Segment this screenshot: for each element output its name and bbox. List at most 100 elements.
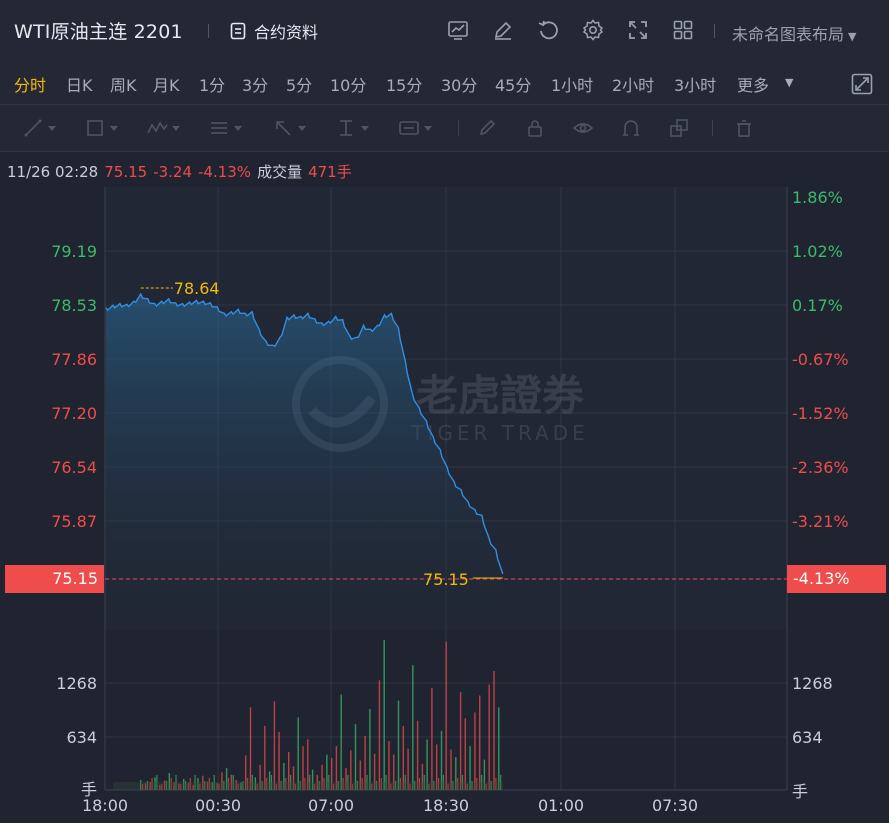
y-right-tick: -3.21% (792, 512, 849, 531)
volume-bar (345, 768, 347, 790)
brush-icon[interactable] (476, 116, 498, 140)
expand-icon[interactable] (850, 72, 874, 96)
volume-bar (307, 739, 309, 790)
fib-tool-icon[interactable] (208, 116, 242, 140)
period-tab-11[interactable]: 1小时 (551, 76, 594, 95)
volume-bar (326, 754, 328, 790)
y-right-tick: 0.17% (792, 296, 843, 315)
volume-bar (466, 784, 468, 790)
divider (458, 120, 459, 136)
volume-bar (175, 775, 177, 790)
volume-bar (340, 694, 342, 790)
period-tab-2[interactable]: 周K (110, 76, 137, 95)
volume-bar (498, 707, 500, 790)
period-tab-6[interactable]: 5分 (286, 76, 313, 95)
volume-bar (161, 784, 163, 790)
contract-info-button[interactable]: 合约资料 (228, 20, 318, 42)
divider (712, 120, 713, 136)
grid-layout-icon[interactable] (671, 18, 695, 42)
volume-y-tick: 634 (66, 728, 97, 747)
volume-bar (230, 774, 233, 790)
period-tab-3[interactable]: 月K (153, 76, 180, 95)
volume-bar (294, 784, 296, 790)
period-tab-5[interactable]: 3分 (242, 76, 269, 95)
volume-bar (337, 781, 339, 790)
volume-bar (235, 779, 237, 790)
caret-down-icon (172, 125, 180, 131)
volume-bar (245, 755, 247, 790)
caret-down-icon: ▼ (848, 30, 857, 43)
volume-bar (383, 640, 385, 790)
volume-bar (283, 763, 285, 790)
period-tab-0[interactable]: 分时 (14, 76, 47, 95)
y-right-tick: -1.52% (792, 404, 849, 423)
volume-bar (397, 700, 400, 790)
settings-icon[interactable] (581, 18, 605, 42)
pattern-tool-icon[interactable] (146, 116, 180, 140)
volume-bar (249, 707, 252, 790)
volume-bar (206, 781, 209, 790)
x-tick: 18:30 (423, 796, 469, 815)
volume-bar (433, 781, 435, 790)
more-caret-icon[interactable]: ▼ (785, 76, 794, 89)
volume-bar (213, 775, 215, 790)
fullscreen-icon[interactable] (626, 18, 650, 42)
volume-bar (280, 781, 282, 790)
volume-bar (354, 724, 357, 790)
volume-bar (335, 746, 338, 790)
edit-icon[interactable] (491, 18, 515, 42)
x-tick: 00:30 (195, 796, 241, 815)
reset-icon[interactable] (536, 18, 560, 42)
volume-bar (316, 774, 318, 790)
indicator-icon[interactable] (446, 18, 470, 42)
volume-bar (225, 768, 228, 790)
line-tool-icon[interactable] (22, 116, 56, 140)
volume-bar (393, 754, 395, 790)
text-tool-icon[interactable] (398, 116, 432, 140)
drawing-toolbar (0, 105, 889, 152)
magnet-icon[interactable] (620, 116, 642, 140)
caret-down-icon (298, 125, 306, 131)
volume-bar (479, 695, 481, 790)
period-tab-1[interactable]: 日K (66, 76, 93, 95)
period-tab-8[interactable]: 15分 (386, 76, 423, 95)
period-tab-9[interactable]: 30分 (441, 76, 478, 95)
y-left-tick: 75.87 (51, 512, 97, 531)
x-tick: 01:00 (538, 796, 584, 815)
volume-bar (342, 778, 344, 790)
rectangle-tool-icon[interactable] (84, 116, 118, 140)
volume-bar (242, 781, 244, 790)
volume-bar (275, 784, 277, 790)
trash-icon[interactable] (733, 116, 755, 140)
volume-bar (416, 720, 419, 790)
layout-name-label: 未命名图表布局 (732, 25, 845, 44)
volume-bar (455, 757, 457, 790)
period-tab-10[interactable]: 45分 (495, 76, 532, 95)
volume-bar (273, 701, 276, 790)
period-tab-12[interactable]: 2小时 (612, 76, 655, 95)
volume-bar (292, 766, 295, 790)
volume-bar (399, 778, 401, 790)
y-left-tick: 77.20 (51, 404, 97, 423)
lock-icon[interactable] (524, 116, 546, 140)
volume-bar (189, 778, 191, 790)
volume-bar (218, 784, 220, 790)
top-bar: WTI原油主连 2201 合约资料 未命名图表布局 ▼ (0, 0, 889, 63)
layout-selector[interactable]: 未命名图表布局 ▼ (732, 21, 856, 45)
volume-y-tick-right: 634 (792, 728, 823, 747)
arrow-tool-icon[interactable] (272, 116, 306, 140)
eye-icon[interactable] (572, 116, 594, 140)
period-tab-4[interactable]: 1分 (199, 76, 226, 95)
instrument-title[interactable]: WTI原油主连 2201 (14, 21, 183, 43)
period-tab-13[interactable]: 3小时 (674, 76, 717, 95)
period-tab-14[interactable]: 更多 (737, 76, 770, 95)
y-right-tick: 1.86% (792, 188, 843, 207)
measure-tool-icon[interactable] (335, 116, 369, 140)
price-line (105, 292, 504, 575)
period-tab-7[interactable]: 10分 (330, 76, 367, 95)
caret-down-icon (361, 125, 369, 131)
quote-change-pct: -4.13% (198, 163, 252, 181)
layers-icon[interactable] (668, 116, 690, 140)
volume-bar (154, 777, 156, 790)
